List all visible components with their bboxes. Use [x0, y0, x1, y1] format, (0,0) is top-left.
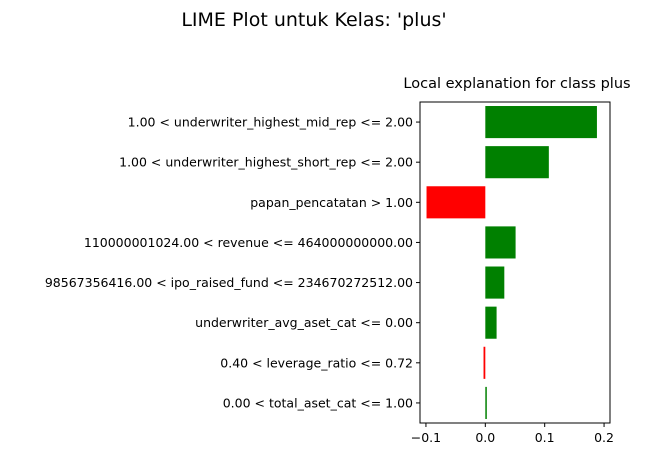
y-tick-label-6: underwriter_avg_aset_cat <= 0.00 [195, 315, 413, 330]
x-tick-label-4: 0.2 [594, 430, 614, 445]
bar-5 [485, 266, 505, 299]
y-tick-label-2: 1.00 < underwriter_highest_short_rep <= … [119, 155, 413, 170]
bar-2 [485, 146, 549, 179]
bar-7 [483, 346, 486, 379]
y-tick-label-3: papan_pencatatan > 1.00 [250, 195, 413, 210]
x-tick-label-1: −0.1 [411, 430, 441, 445]
chart-title: Local explanation for class plus [403, 76, 630, 92]
bar-1 [485, 106, 597, 139]
axes-frame [419, 101, 611, 424]
bar-4 [485, 226, 516, 259]
x-tick-label-3: 0.1 [535, 430, 555, 445]
plot-area: 1.00 < underwriter_highest_mid_rep <= 2.… [45, 101, 614, 445]
y-tick-label-1: 1.00 < underwriter_highest_mid_rep <= 2.… [128, 115, 413, 130]
bar-6 [485, 306, 497, 339]
y-tick-label-4: 110000001024.00 < revenue <= 46400000000… [84, 235, 413, 250]
bar-8 [485, 386, 487, 419]
figure-suptitle: LIME Plot untuk Kelas: 'plus' [181, 9, 446, 31]
y-tick-label-8: 0.00 < total_aset_cat <= 1.00 [223, 395, 413, 410]
x-tick-label-2: 0.0 [475, 430, 495, 445]
y-tick-label-7: 0.40 < leverage_ratio <= 0.72 [220, 355, 413, 370]
bar-3 [426, 186, 486, 219]
y-tick-label-5: 98567356416.00 < ipo_raised_fund <= 2346… [45, 275, 413, 290]
